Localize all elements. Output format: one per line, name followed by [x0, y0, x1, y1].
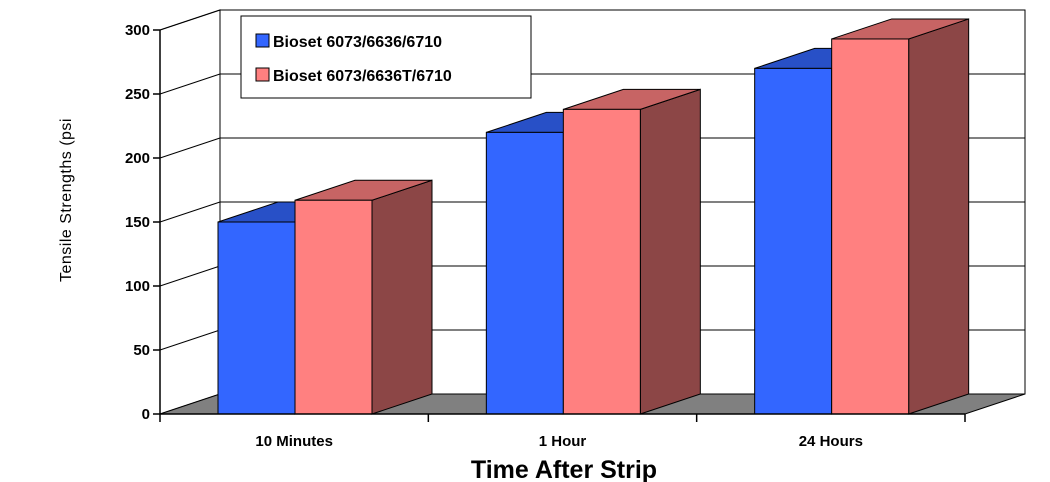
y-tick-label: 50	[133, 342, 150, 359]
axes-layer: 0 50 100 150 200 250 300 10 Minutes 1 Hour 24 Hou…	[125, 22, 966, 450]
x-axis-title: Time After Strip	[471, 456, 657, 482]
bar-2-3	[831, 38, 910, 415]
legend: Bioset 6073/6636/6710 Bioset 6073/6636T/…	[240, 15, 532, 99]
bar-side	[908, 18, 970, 415]
bar-1-2	[485, 131, 564, 415]
gridline-side	[159, 73, 221, 95]
gridline-side	[159, 265, 221, 287]
x-tick-label: 10 Minutes	[255, 433, 333, 450]
legend-box	[240, 15, 532, 99]
bars-layer	[217, 18, 970, 415]
legend-label-series-2: Bioset 6073/6636T/6710	[273, 68, 452, 85]
bar-1-3	[754, 67, 833, 415]
bar-side	[639, 88, 701, 415]
bar-2-1	[294, 199, 373, 415]
bar-1-1	[217, 221, 296, 415]
y-tick-label: 100	[125, 278, 150, 295]
legend-swatch-series-2	[255, 67, 270, 82]
y-tick-label: 300	[125, 22, 150, 39]
y-tick-label: 250	[125, 86, 150, 103]
legend-label-series-1: Bioset 6073/6636/6710	[273, 34, 442, 51]
gridline-side	[159, 329, 221, 351]
y-axis-title: Tensile Strengths (psi	[58, 118, 75, 282]
y-tick-label: 150	[125, 214, 150, 231]
x-tick-label: 24 Hours	[799, 433, 863, 450]
bar-side	[371, 179, 433, 415]
legend-swatch-series-1	[255, 33, 270, 48]
y-tick-label: 200	[125, 150, 150, 167]
x-tick-label: 1 Hour	[539, 433, 587, 450]
gridline-side	[159, 201, 221, 223]
bar-2-2	[562, 108, 641, 415]
y-tick-label: 0	[142, 406, 150, 423]
gridline-side	[159, 137, 221, 159]
gridline-side	[159, 9, 221, 31]
